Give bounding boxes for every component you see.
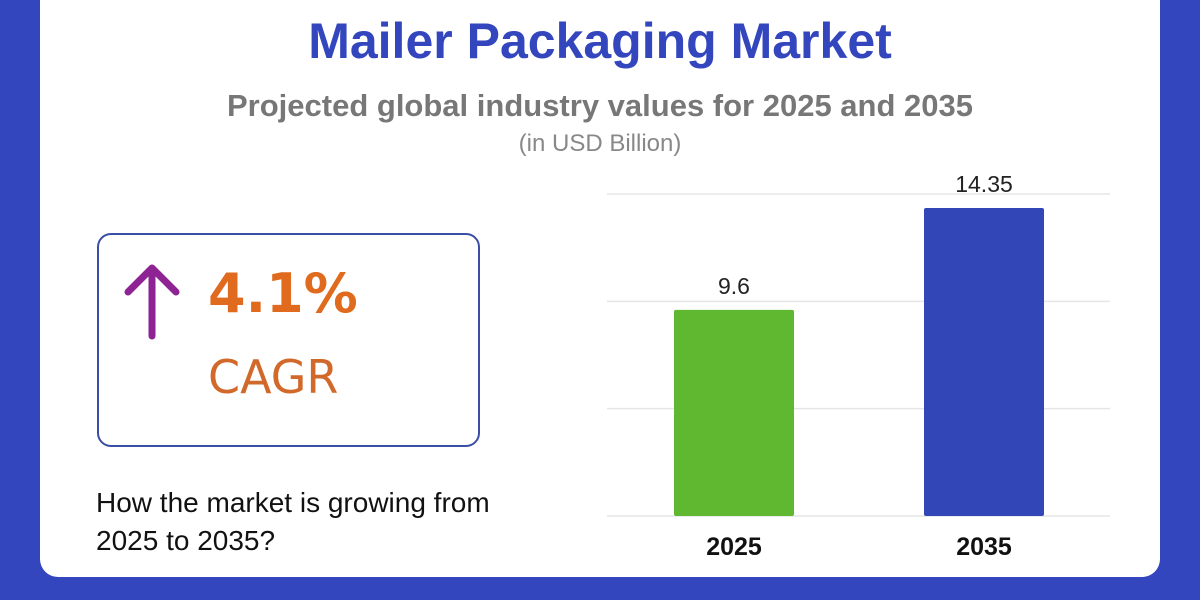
unit-label: (in USD Billion) <box>518 130 682 157</box>
bar-2025 <box>674 309 794 516</box>
cagr-box <box>97 233 480 447</box>
x-tick-label: 2035 <box>956 533 1012 561</box>
data-label: 9.6 <box>718 273 750 299</box>
x-tick-label: 2025 <box>706 533 762 561</box>
cagr-label: CAGR <box>208 350 339 404</box>
arrow-up-icon <box>124 264 180 340</box>
bar-2035 <box>924 207 1044 516</box>
growth-question: How the market is growing from 2025 to 2… <box>96 487 490 556</box>
page-title: Mailer Packaging Market <box>308 13 892 69</box>
page-subtitle: Projected global industry values for 202… <box>227 88 973 123</box>
data-label: 14.35 <box>955 171 1013 197</box>
cagr-value: 4.1% <box>208 262 358 325</box>
